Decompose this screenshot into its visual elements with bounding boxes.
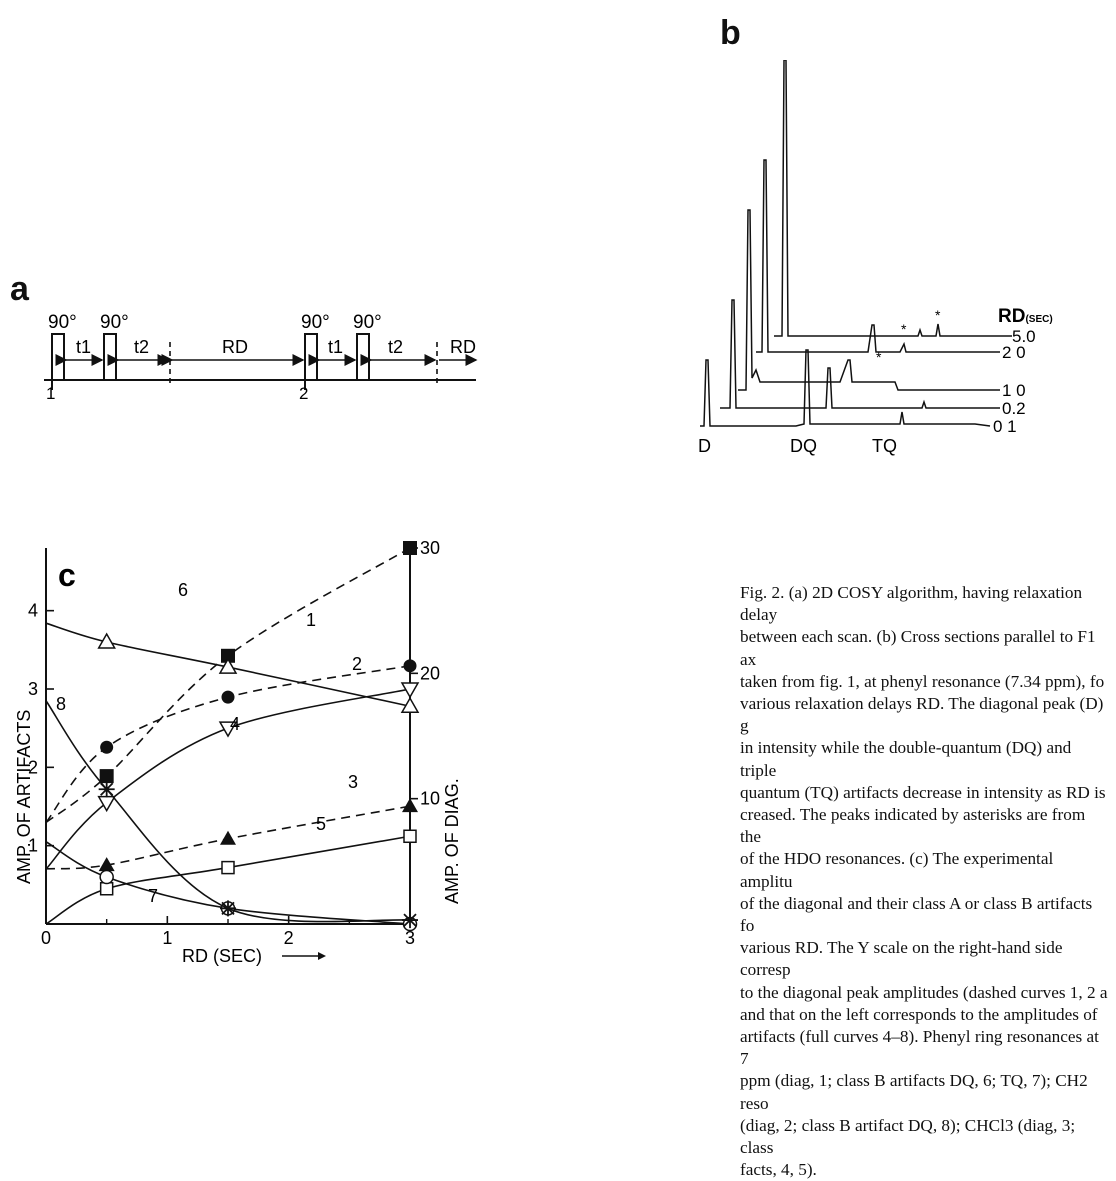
cross-section-spectra: * * * RD(SEC) 5.0 2 0 1 0 0.2 0 1 D DQ T… (698, 60, 1053, 456)
y-right-tick-label-20: 20 (420, 663, 440, 683)
series-curve-6 (45, 622, 411, 708)
series-4-point-1 (97, 795, 116, 813)
trace-label-2-0: 2 0 (1002, 343, 1026, 362)
series-2-point-3 (403, 659, 417, 673)
series-1-point-3 (403, 541, 417, 555)
pulse-2 (103, 333, 117, 381)
y-right-axis-label: AMP. OF DIAG. (442, 778, 462, 904)
series-label-6: 6 (178, 580, 188, 600)
pulse-label-2: 90° (100, 312, 129, 333)
series-4-point-2 (218, 721, 238, 738)
series-curve-7 (45, 841, 411, 925)
peak-label-dq: DQ (790, 436, 817, 456)
y-right-tick-label-30: 30 (420, 540, 440, 558)
series-3-point-3 (402, 798, 418, 813)
series-1-point-2 (221, 648, 235, 663)
interval-label-rd-a: RD (222, 337, 248, 357)
scan-label-1: 1 (46, 384, 55, 400)
trace-5-0 (774, 60, 1012, 337)
pulse-label-1: 90° (48, 312, 77, 333)
panel-b-letter: b (720, 14, 741, 52)
x-tick-label-0: 0 (41, 928, 51, 948)
interval-label-t2-a: t2 (134, 337, 149, 357)
x-axis-label: RD (SEC) (182, 946, 262, 966)
pulse-4 (356, 333, 370, 381)
series-5-point-1 (99, 882, 114, 896)
series-label-1: 1 (306, 610, 316, 630)
interval-label-t1-b: t1 (328, 337, 343, 357)
pulse-sequence-diagram: 90° 90° 90° 90° t1 t2 RD t1 t2 RD 1 2 (44, 312, 478, 400)
pulse-label-3: 90° (301, 312, 330, 333)
series-2-point-1 (100, 740, 114, 754)
trace-0-2 (720, 299, 1000, 409)
y-left-tick-label-2: 2 (28, 757, 38, 777)
figure-caption: Fig. 2. (a) 2D COSY algorithm, having re… (740, 583, 1108, 1180)
y-left-tick-label-4: 4 (28, 601, 38, 621)
series-8-point-2 (220, 900, 236, 917)
trace-1-0 (738, 209, 1000, 391)
series-4-point-3 (400, 682, 420, 699)
series-1-point-1 (99, 769, 114, 784)
rd-axis-title: RD(SEC) (998, 306, 1053, 327)
series-5-point-2 (221, 860, 235, 875)
series-3-point-1 (98, 857, 115, 872)
y-left-axis-label: AMP. OF ARTIFACTS (14, 710, 34, 884)
series-curve-1 (45, 547, 411, 824)
trace-2-0 (756, 159, 1000, 353)
series-6-point-3 (400, 696, 420, 713)
series-label-7: 7 (148, 886, 158, 906)
series-curve-4 (45, 688, 411, 870)
x-tick-label-1: 1 (162, 928, 172, 948)
scan-label-2: 2 (299, 384, 308, 400)
series-label-2: 2 (352, 654, 362, 674)
series-curve-2 (45, 665, 411, 823)
y-right-tick-label-10: 10 (420, 789, 440, 809)
amplitude-chart: c 0 1 2 3 1 2 3 4 10 20 30 AMP. OF ARTIFACTS AMP. OF … (14, 540, 462, 966)
pulse-1 (51, 333, 65, 381)
series-8-point-1 (98, 781, 115, 798)
pulse-3 (304, 333, 318, 381)
hdo-asterisk-1: * (935, 307, 941, 323)
trace-label-0-1: 0 1 (993, 417, 1017, 436)
series-curve-8 (45, 700, 411, 923)
peak-label-d: D (698, 436, 711, 456)
series-6-point-2 (218, 657, 238, 674)
trace-0-1 (700, 349, 991, 427)
series-label-5: 5 (316, 814, 326, 834)
series-7-point-1 (99, 869, 114, 885)
interval-label-t1-a: t1 (76, 337, 91, 357)
y-left-tick-label-3: 3 (28, 679, 38, 699)
y-left-tick-label-1: 1 (28, 836, 38, 856)
series-2-point-2 (221, 690, 235, 704)
series-curve-3 (45, 805, 411, 870)
series-label-4: 4 (230, 714, 240, 734)
series-label-8: 8 (56, 694, 66, 714)
series-5-point-3 (403, 829, 417, 844)
series-label-3: 3 (348, 772, 358, 792)
x-tick-label-2: 2 (284, 928, 294, 948)
interval-label-rd-b: RD (450, 337, 476, 357)
x-tick-label-3: 3 (405, 928, 415, 948)
series-curve-5 (45, 835, 411, 925)
series-3-point-2 (220, 830, 236, 845)
hdo-asterisk-3: * (876, 349, 882, 365)
series-8-point-3 (402, 912, 418, 929)
panel-c-letter: c (58, 557, 76, 593)
peak-label-tq: TQ (872, 436, 897, 456)
x-axis-arrowhead (318, 952, 326, 960)
hdo-asterisk-2: * (901, 321, 907, 337)
trace-label-1-0: 1 0 (1002, 381, 1026, 400)
trace-label-5-0: 5.0 (1012, 327, 1036, 346)
pulse-label-4: 90° (353, 312, 382, 333)
trace-label-0-2: 0.2 (1002, 399, 1026, 418)
interval-label-t2-b: t2 (388, 337, 403, 357)
series-6-point-1 (97, 632, 116, 649)
panel-a-letter: a (10, 270, 29, 308)
